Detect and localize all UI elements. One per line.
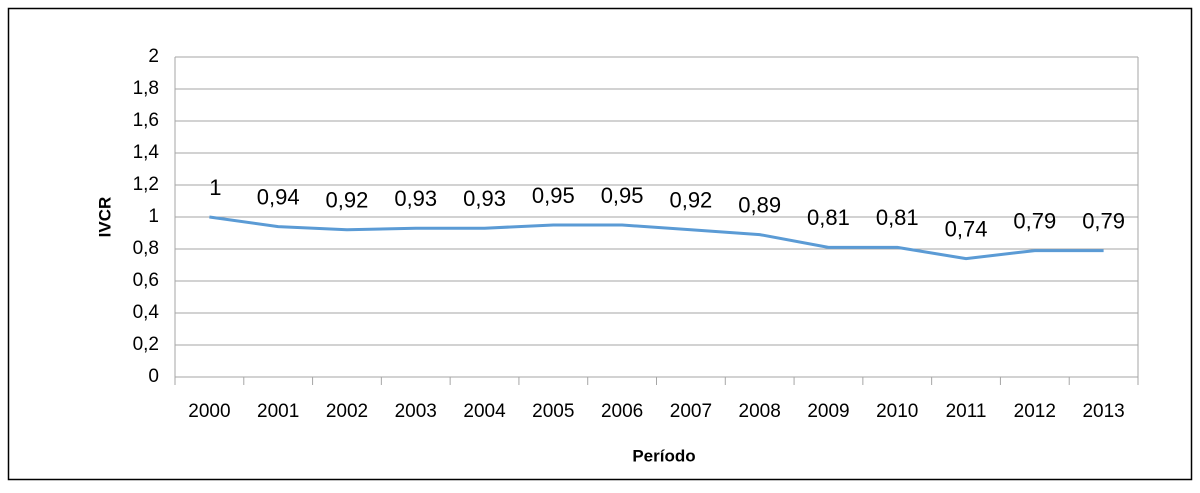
x-tick-label: 2005 (532, 401, 574, 422)
x-tick-label: 2002 (326, 401, 368, 422)
data-label: 1 (209, 175, 221, 200)
x-tick-label: 2011 (946, 401, 987, 422)
x-tick-label: 2001 (257, 401, 299, 422)
y-tick-label: 0,6 (133, 270, 159, 291)
y-tick-label: 0,4 (133, 302, 160, 323)
data-label: 0,95 (601, 183, 644, 208)
x-tick-label: 2003 (395, 401, 437, 422)
data-label: 0,74 (945, 216, 988, 241)
x-tick-label: 2000 (188, 401, 230, 422)
data-label: 0,94 (257, 184, 300, 209)
x-tick-label: 2008 (739, 401, 781, 422)
data-label: 0,93 (394, 186, 437, 211)
x-tick-label: 2006 (601, 401, 643, 422)
data-label: 0,79 (1082, 208, 1125, 233)
x-tick-label: 2004 (463, 401, 506, 422)
chart-border (7, 7, 1193, 481)
data-label: 0,93 (463, 186, 506, 211)
y-axis-title: IVCR (95, 197, 114, 238)
y-tick-label: 1,8 (133, 78, 159, 99)
x-tick-label: 2007 (670, 401, 712, 422)
y-tick-label: 1,6 (133, 110, 159, 131)
y-tick-label: 1 (148, 206, 159, 227)
y-tick-label: 1,4 (133, 142, 160, 163)
data-label: 0,89 (738, 192, 781, 217)
x-tick-label: 2009 (807, 401, 849, 422)
y-tick-label: 0 (148, 366, 159, 387)
data-label: 0,95 (532, 183, 575, 208)
data-label: 0,79 (1013, 208, 1056, 233)
y-tick-label: 0,8 (133, 238, 159, 259)
line (209, 215, 1104, 261)
data-label: 0,92 (669, 188, 712, 213)
y-tick-label: 0,2 (133, 334, 159, 355)
x-tick-label: 2010 (876, 401, 918, 422)
x-axis-title: Período (632, 446, 695, 465)
data-label: 0,81 (807, 205, 850, 230)
data-label: 0,81 (876, 205, 919, 230)
y-tick-label: 2 (148, 46, 159, 67)
y-tick-label: 1,2 (133, 174, 159, 195)
data-label: 0,92 (326, 188, 369, 213)
x-tick-label: 2013 (1082, 401, 1124, 422)
x-tick-label: 2012 (1014, 401, 1056, 422)
